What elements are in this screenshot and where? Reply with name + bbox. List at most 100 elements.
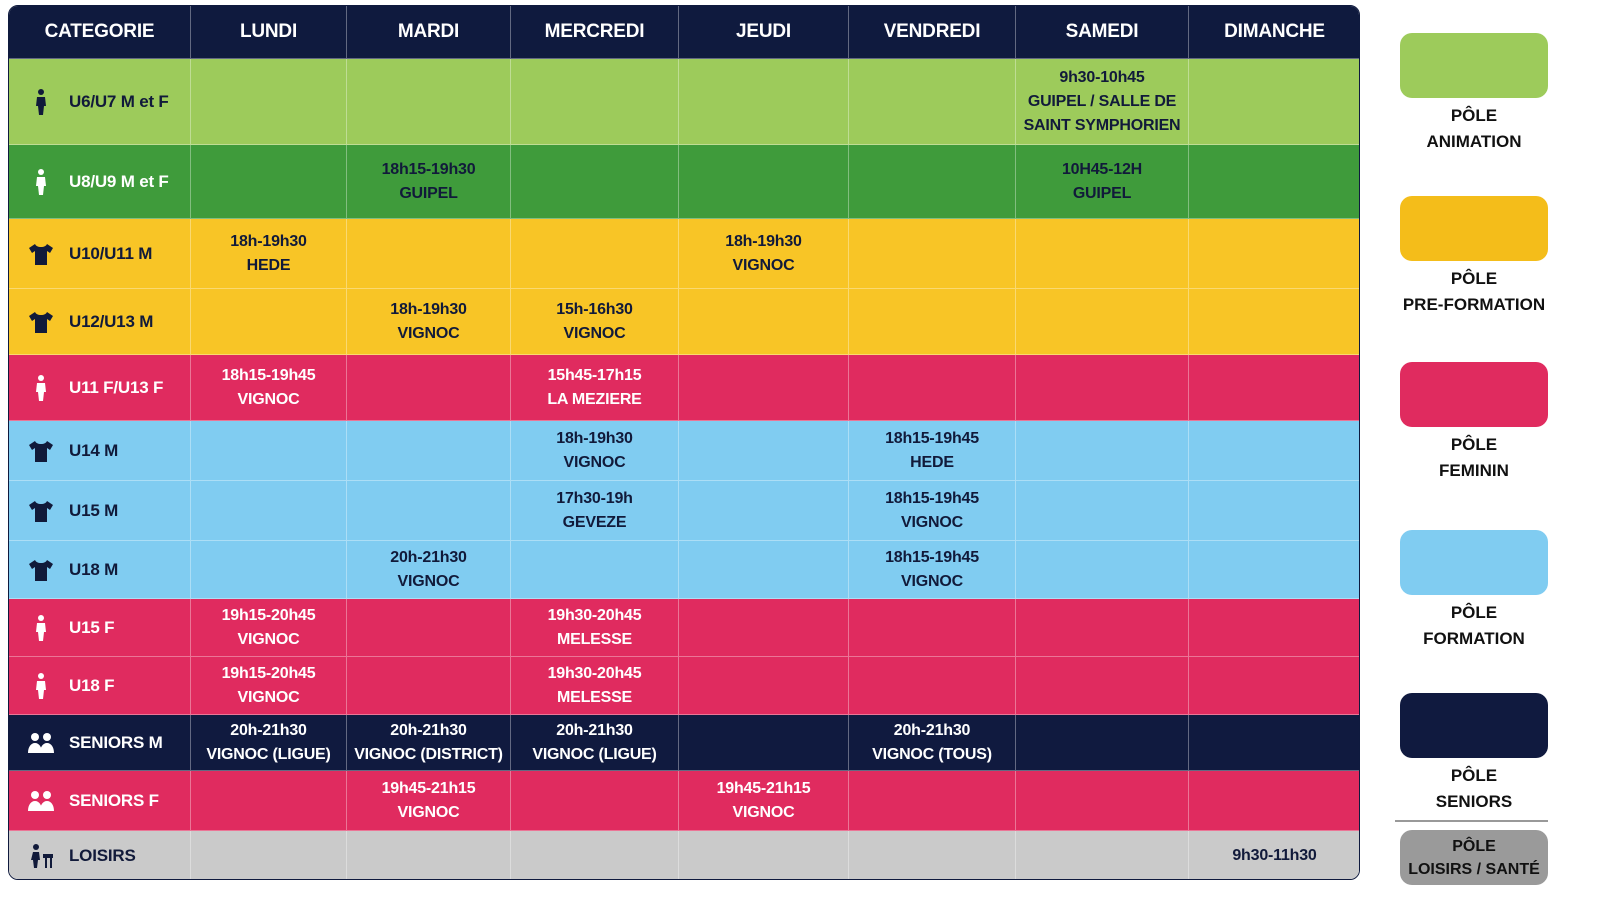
category-icon bbox=[29, 243, 53, 265]
schedule-cell bbox=[1189, 657, 1359, 715]
legend-line: PÔLE bbox=[1450, 603, 1498, 622]
schedule-cell bbox=[511, 219, 679, 289]
cell-line: VIGNOC bbox=[237, 390, 300, 408]
legend-line: ANIMATION bbox=[1426, 132, 1522, 151]
schedule-cell: 18h15-19h45 VIGNOC bbox=[849, 541, 1016, 599]
category-cell: SENIORS F bbox=[9, 771, 191, 831]
schedule-cell bbox=[347, 599, 511, 657]
schedule-cell bbox=[347, 481, 511, 541]
schedule-cell bbox=[511, 145, 679, 219]
legend-label: PÔLE PRE-FORMATION bbox=[1390, 266, 1558, 318]
separator bbox=[1395, 820, 1548, 822]
category-icon bbox=[28, 790, 54, 811]
cell-line: GUIPEL / SALLE DE bbox=[1027, 92, 1177, 110]
category-label: U14 M bbox=[69, 440, 119, 460]
schedule-cell: 18h15-19h45 HEDE bbox=[849, 421, 1016, 481]
legend-line: PÔLE bbox=[1450, 766, 1498, 785]
legend-line: PÔLE bbox=[1450, 269, 1498, 288]
legend-label: PÔLE FORMATION bbox=[1390, 600, 1558, 652]
column-header: MARDI bbox=[347, 6, 511, 59]
category-label: U10/U11 M bbox=[69, 243, 153, 263]
schedule-cell: 18h-19h30 HEDE bbox=[191, 219, 347, 289]
schedule-cell: 9h30-11h30 bbox=[1189, 831, 1359, 879]
legend-swatch bbox=[1400, 196, 1548, 261]
schedule-cell bbox=[1016, 771, 1189, 831]
cell-line: 19h15-20h45 bbox=[221, 606, 316, 624]
cell-line: MELESSE bbox=[556, 688, 633, 706]
cell-line: VIGNOC bbox=[563, 324, 626, 342]
cell-line: 10H45-12H bbox=[1061, 160, 1143, 178]
category-cell: U18 M bbox=[9, 541, 191, 599]
cell-line: 19h30-20h45 bbox=[547, 606, 642, 624]
schedule-cell: 15h45-17h15 LA MEZIERE bbox=[511, 355, 679, 421]
category-cell: LOISIRS bbox=[9, 831, 191, 879]
cell-line: VIGNOC bbox=[397, 803, 460, 821]
cell-line: VIGNOC bbox=[237, 630, 300, 648]
schedule-cell bbox=[511, 831, 679, 879]
schedule-cell bbox=[1016, 715, 1189, 771]
schedule-cell: 18h-19h30 VIGNOC bbox=[511, 421, 679, 481]
schedule-cell bbox=[1189, 355, 1359, 421]
schedule-cell bbox=[1016, 289, 1189, 355]
column-header: DIMANCHE bbox=[1189, 6, 1359, 59]
category-label: U18 M bbox=[69, 559, 119, 579]
cell-line: 20h-21h30 bbox=[893, 721, 971, 739]
cell-line: 19h45-21h15 bbox=[716, 779, 811, 797]
cell-line: VIGNOC (LIGUE) bbox=[532, 745, 657, 763]
schedule-cell bbox=[849, 657, 1016, 715]
cell-line: VIGNOC (LIGUE) bbox=[206, 745, 331, 763]
cell-line: HEDE bbox=[246, 256, 291, 274]
legend-swatch bbox=[1400, 362, 1548, 427]
schedule-cell: 19h45-21h15 VIGNOC bbox=[347, 771, 511, 831]
cell-line: VIGNOC bbox=[237, 688, 300, 706]
schedule-cell bbox=[1189, 481, 1359, 541]
schedule-cell bbox=[1189, 219, 1359, 289]
schedule-cell: 20h-21h30 VIGNOC (LIGUE) bbox=[191, 715, 347, 771]
legend-line: LOISIRS / SANTÉ bbox=[1408, 860, 1540, 878]
legend-swatch bbox=[1400, 693, 1548, 758]
schedule-cell bbox=[1189, 145, 1359, 219]
schedule-cell bbox=[191, 145, 347, 219]
cell-line: GUIPEL bbox=[1072, 184, 1132, 202]
schedule-cell bbox=[191, 831, 347, 879]
schedule-cell bbox=[511, 541, 679, 599]
category-icon bbox=[36, 614, 46, 641]
category-icon bbox=[29, 500, 53, 522]
schedule-cell bbox=[849, 219, 1016, 289]
category-icon bbox=[36, 168, 46, 195]
schedule-cell bbox=[679, 599, 849, 657]
schedule-cell bbox=[191, 481, 347, 541]
schedule-cell bbox=[1016, 219, 1189, 289]
schedule-cell bbox=[1189, 715, 1359, 771]
cell-line: 18h-19h30 bbox=[556, 429, 633, 447]
category-label: U8/U9 M et F bbox=[69, 171, 169, 191]
cell-line: 18h15-19h45 bbox=[885, 429, 979, 447]
cell-line: 9h30-11h30 bbox=[1232, 846, 1317, 864]
category-icon bbox=[29, 440, 53, 462]
column-header: SAMEDI bbox=[1016, 6, 1189, 59]
category-icon bbox=[29, 311, 53, 333]
schedule-cell bbox=[1016, 541, 1189, 599]
category-cell: SENIORS M bbox=[9, 715, 191, 771]
schedule-cell: 18h15-19h45 VIGNOC bbox=[849, 481, 1016, 541]
cell-line: 18h-19h30 bbox=[725, 232, 802, 250]
cell-line: VIGNOC bbox=[563, 453, 626, 471]
category-cell: U18 F bbox=[9, 657, 191, 715]
schedule-cell bbox=[849, 145, 1016, 219]
column-header: JEUDI bbox=[679, 6, 849, 59]
cell-line: 18h-19h30 bbox=[230, 232, 307, 250]
schedule-cell bbox=[1016, 421, 1189, 481]
legend-line: FORMATION bbox=[1423, 629, 1525, 648]
schedule-cell bbox=[1016, 657, 1189, 715]
schedule-cell bbox=[679, 657, 849, 715]
schedule-cell bbox=[191, 421, 347, 481]
cell-line: GEVEZE bbox=[562, 513, 627, 531]
cell-line: 18h15-19h45 bbox=[221, 366, 316, 384]
category-label: LOISIRS bbox=[69, 845, 136, 865]
schedule-cell: 20h-21h30 VIGNOC (LIGUE) bbox=[511, 715, 679, 771]
category-cell: U8/U9 M et F bbox=[9, 145, 191, 219]
category-icon bbox=[31, 843, 53, 868]
schedule-cell bbox=[191, 771, 347, 831]
category-label: U6/U7 M et F bbox=[69, 91, 169, 111]
schedule-cell: 20h-21h30 VIGNOC (TOUS) bbox=[849, 715, 1016, 771]
